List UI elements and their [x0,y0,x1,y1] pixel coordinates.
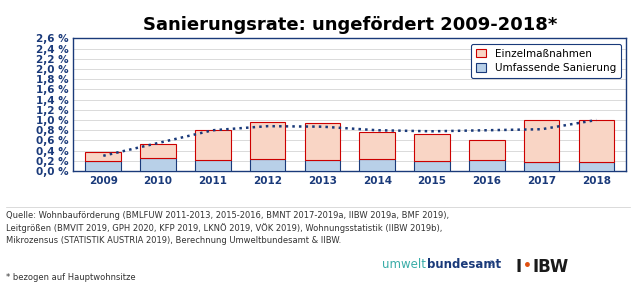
Title: Sanierungsrate: ungefördert 2009-2018*: Sanierungsrate: ungefördert 2009-2018* [142,16,557,34]
Bar [305,123,340,160]
Bar [579,120,614,162]
Text: ®: ® [488,261,495,267]
Bar [195,130,231,160]
Bar [141,158,176,171]
Bar [523,119,559,162]
Bar [469,140,504,160]
Legend: Einzelmaßnahmen, Umfassende Sanierung: Einzelmaßnahmen, Umfassende Sanierung [471,44,621,78]
Text: bundesamt: bundesamt [427,258,502,271]
Text: Quelle: Wohnbauförderung (BMLFUW 2011-2013, 2015-2016, BMNT 2017-2019a, IIBW 201: Quelle: Wohnbauförderung (BMLFUW 2011-20… [6,211,450,245]
Bar [359,159,395,171]
Bar [195,160,231,171]
Text: IBW: IBW [533,258,569,276]
Bar [579,162,614,171]
Text: umwelt: umwelt [382,258,425,271]
Text: I: I [515,258,522,276]
Bar [85,161,121,171]
Bar [414,161,450,171]
Bar [469,160,504,171]
Bar [85,152,121,161]
Bar [359,132,395,159]
Bar [141,144,176,158]
Bar [250,159,286,171]
Bar [250,122,286,159]
Text: •: • [523,259,532,273]
Bar [414,134,450,161]
Bar [523,162,559,171]
Text: * bezogen auf Hauptwohnsitze: * bezogen auf Hauptwohnsitze [6,273,136,282]
Bar [305,160,340,171]
